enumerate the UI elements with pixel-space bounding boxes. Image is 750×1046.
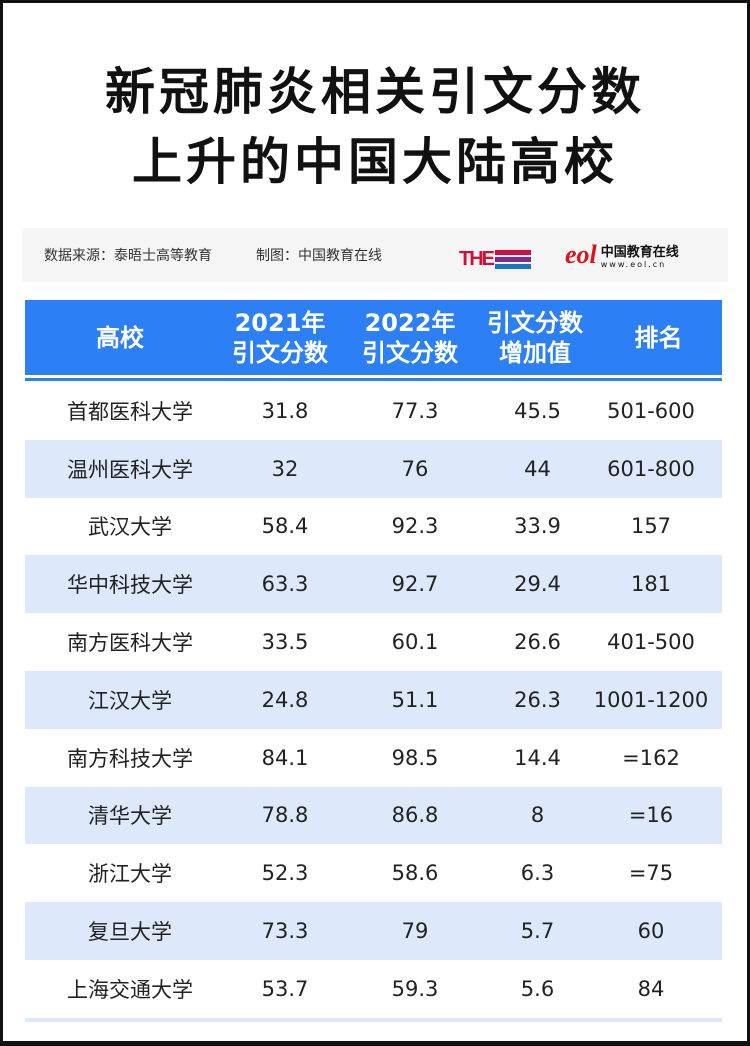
table-body: 首都医科大学 31.8 77.3 45.5 501-600 温州医科大学 32 76 44 601… bbox=[25, 382, 722, 1018]
table-row: 南方科技大学 84.1 98.5 14.4 =162 bbox=[25, 729, 722, 787]
table-cell: 清华大学 bbox=[88, 804, 172, 829]
table-row: 南方医科大学 33.5 60.1 26.6 401-500 bbox=[25, 613, 722, 671]
column-header-line: 引文分数 bbox=[487, 308, 583, 337]
table-cell: 51.1 bbox=[391, 687, 439, 712]
the-logo: THE bbox=[459, 248, 531, 271]
table-cell: 31.8 bbox=[261, 398, 309, 423]
table-cell: 45.5 bbox=[514, 398, 561, 423]
table-cell: 401-500 bbox=[607, 630, 695, 655]
title-line-1: 新冠肺炎相关引文分数 bbox=[105, 63, 645, 121]
chart-maker: 制图：中国教育在线 bbox=[256, 248, 382, 264]
table-cell: 浙江大学 bbox=[88, 862, 172, 887]
table-cell: 84 bbox=[637, 976, 665, 1001]
table-cell: 84.1 bbox=[261, 745, 309, 770]
table-cell: 32 bbox=[271, 456, 299, 481]
table-bottom-line bbox=[25, 1018, 722, 1022]
table-cell: 53.7 bbox=[261, 976, 309, 1001]
column-header: 引文分数 增加值 bbox=[475, 308, 595, 368]
table-cell: 73.3 bbox=[261, 919, 309, 944]
table-cell: 24.8 bbox=[261, 687, 309, 712]
table-row: 武汉大学 58.4 92.3 33.9 157 bbox=[25, 498, 722, 556]
table-row: 江汉大学 24.8 51.1 26.3 1001-1200 bbox=[25, 670, 722, 729]
column-header: 2022年 引文分数 bbox=[345, 308, 475, 368]
info-bar: 数据来源：泰晤士高等教育 制图：中国教育在线 THE eol 中国教育在线 www… bbox=[22, 228, 728, 282]
table-cell: 复旦大学 bbox=[88, 920, 172, 945]
table-cell: 78.8 bbox=[261, 803, 309, 828]
table-cell: 南方科技大学 bbox=[67, 746, 193, 771]
table-cell: 86.8 bbox=[391, 803, 439, 828]
table-cell: 南方医科大学 bbox=[67, 631, 193, 656]
column-header: 高校 bbox=[25, 323, 215, 353]
table-cell: 60 bbox=[637, 919, 665, 944]
table-cell: 157 bbox=[630, 514, 672, 539]
table-cell: 6.3 bbox=[520, 861, 555, 886]
column-header-line: 高校 bbox=[96, 323, 144, 352]
table-cell: 华中科技大学 bbox=[67, 573, 193, 598]
table-cell: 8 bbox=[530, 803, 545, 828]
table-cell: 武汉大学 bbox=[88, 515, 172, 540]
table-cell: 181 bbox=[630, 572, 672, 597]
table-cell: 501-600 bbox=[607, 398, 695, 423]
table-cell: =162 bbox=[622, 745, 680, 770]
table-cell: 5.6 bbox=[520, 976, 555, 1001]
eol-url: www.eol.cn bbox=[600, 260, 667, 269]
column-header-line: 引文分数 bbox=[362, 338, 458, 367]
table-cell: =16 bbox=[628, 803, 674, 828]
table-cell: 5.7 bbox=[520, 919, 555, 944]
table-row: 清华大学 78.8 86.8 8 =16 bbox=[25, 786, 722, 845]
table-cell: 58.6 bbox=[391, 861, 439, 886]
column-header-line: 增加值 bbox=[499, 338, 571, 367]
column-header-line: 排名 bbox=[634, 323, 683, 352]
table-cell: =75 bbox=[628, 861, 674, 886]
table-cell: 98.5 bbox=[391, 745, 439, 770]
table-row: 温州医科大学 32 76 44 601-800 bbox=[25, 439, 722, 498]
column-header: 排名 bbox=[595, 323, 722, 353]
table-cell: 77.3 bbox=[391, 398, 439, 423]
table-cell: 26.3 bbox=[514, 687, 561, 712]
table-cell: 33.5 bbox=[261, 630, 309, 655]
table-cell: 44 bbox=[524, 456, 551, 481]
eol-logo: eol 中国教育在线 www.eol.cn bbox=[565, 240, 679, 269]
table-cell: 79 bbox=[401, 919, 429, 944]
table-row: 首都医科大学 31.8 77.3 45.5 501-600 bbox=[25, 382, 722, 440]
table-cell: 92.3 bbox=[391, 514, 439, 539]
table-cell: 温州医科大学 bbox=[67, 457, 193, 482]
eol-name: 中国教育在线 bbox=[600, 245, 679, 260]
table-cell: 1001-1200 bbox=[593, 687, 709, 712]
table-cell: 江汉大学 bbox=[88, 688, 172, 713]
table-cell: 14.4 bbox=[514, 745, 561, 770]
table-row: 复旦大学 73.3 79 5.7 60 bbox=[25, 902, 722, 960]
data-source: 数据来源：泰晤士高等教育 bbox=[44, 248, 212, 264]
table-cell: 92.7 bbox=[391, 572, 439, 597]
header-divider bbox=[25, 378, 722, 381]
column-header-line: 2021年 bbox=[234, 308, 326, 337]
column-header-line: 引文分数 bbox=[232, 338, 328, 367]
table-header: 高校 2021年 引文分数 2022年 引文分数 引文分数 增加值 排名 bbox=[25, 300, 722, 375]
table-cell: 29.4 bbox=[514, 572, 561, 597]
table-cell: 63.3 bbox=[261, 572, 309, 597]
table-row: 上海交通大学 53.7 59.3 5.6 84 bbox=[25, 960, 722, 1018]
table-cell: 26.6 bbox=[514, 630, 561, 655]
table-cell: 60.1 bbox=[391, 630, 439, 655]
table-cell: 首都医科大学 bbox=[67, 399, 193, 424]
title-line-2: 上升的中国大陆高校 bbox=[132, 133, 618, 191]
table-cell: 上海交通大学 bbox=[67, 977, 193, 1002]
table-row: 华中科技大学 63.3 92.7 29.4 181 bbox=[25, 555, 722, 614]
table-cell: 33.9 bbox=[514, 514, 561, 539]
table-row: 浙江大学 52.3 58.6 6.3 =75 bbox=[25, 844, 722, 902]
table-cell: 59.3 bbox=[391, 976, 439, 1001]
table-cell: 76 bbox=[401, 456, 429, 481]
table-cell: 601-800 bbox=[607, 456, 695, 481]
table-cell: 52.3 bbox=[261, 861, 309, 886]
column-header-line: 2022年 bbox=[364, 308, 456, 337]
table-cell: 58.4 bbox=[261, 514, 309, 539]
column-header: 2021年 引文分数 bbox=[215, 308, 345, 368]
